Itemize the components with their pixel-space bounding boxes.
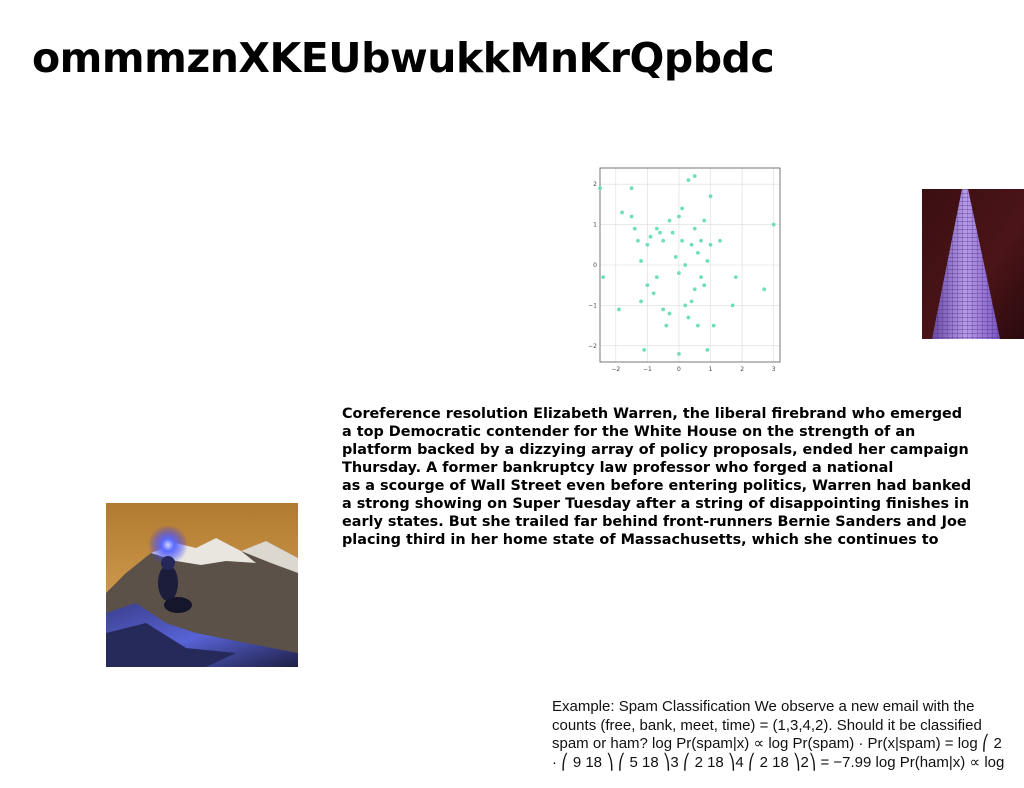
scatter-point: [629, 186, 634, 191]
scatter-point: [667, 311, 672, 316]
scatter-point: [670, 230, 675, 235]
scatter-point: [654, 275, 659, 280]
scatter-point: [686, 315, 691, 320]
scatter-point: [598, 186, 602, 191]
scatter-ytick-label: −1: [588, 302, 597, 309]
scatter-points: [598, 174, 776, 356]
scatter-point: [705, 347, 710, 352]
scatter-point: [689, 299, 694, 304]
scatter-point: [648, 234, 653, 239]
article-line: as a scourge of Wall Street even before …: [342, 478, 972, 494]
scatter-grid: [600, 168, 780, 362]
scatter-point: [677, 214, 681, 219]
scatter-point: [654, 226, 659, 231]
scatter-point: [639, 299, 643, 304]
scatter-point: [635, 238, 640, 243]
scatter-point: [730, 303, 735, 308]
scatter-point: [680, 238, 685, 243]
scatter-point: [680, 206, 685, 211]
article-text: Coreference resolution Elizabeth Warren,…: [342, 405, 992, 549]
scatter-point: [642, 347, 647, 352]
scatter-point: [692, 287, 697, 292]
scatter-point: [692, 174, 697, 178]
scatter-tick-labels: −2 −1 0 1 2 3 2 1 0 −1 −2: [588, 181, 776, 373]
scatter-point: [651, 291, 656, 296]
scatter-point: [661, 238, 666, 243]
scatter-frame: [599, 167, 781, 363]
article-line: Coreference resolution Elizabeth Warren,…: [342, 406, 963, 422]
tower-photo: [922, 189, 1024, 339]
scatter-point: [632, 226, 637, 231]
scatter-xtick-label: 2: [740, 366, 744, 373]
scatter-point: [718, 238, 722, 243]
scatter-point: [699, 238, 703, 243]
scatter-point: [677, 352, 681, 356]
scatter-point: [702, 218, 707, 223]
mountain-hiker-photo: [106, 503, 298, 667]
scatter-point: [733, 275, 738, 280]
article-line: a top Democratic contender for the White…: [342, 424, 916, 440]
scatter-ytick-label: 2: [593, 181, 597, 188]
scatter-point: [658, 230, 662, 235]
scatter-point: [664, 323, 669, 328]
page-title: ommmznXKEUbwukkMnKrQpbdc: [32, 34, 775, 82]
scatter-point: [762, 287, 767, 292]
scatter-point: [699, 275, 703, 280]
scatter-point: [689, 242, 694, 247]
scatter-point: [771, 222, 776, 227]
scatter-point: [695, 323, 700, 328]
example-line: spam or ham? log Pr(spam|x) ∝ log Pr(spa…: [552, 735, 1002, 752]
scatter-point: [692, 226, 697, 231]
spam-example-text: Example: Spam Classification We observe …: [552, 698, 1024, 772]
scatter-point: [683, 263, 688, 267]
scatter-point: [639, 259, 643, 263]
scatter-xtick-label: −2: [611, 366, 620, 373]
scatter-xtick-label: 1: [709, 366, 713, 373]
scatter-point: [620, 210, 625, 215]
scatter-point: [695, 250, 700, 255]
example-line: · ⎛ 9 18 ⎞ ⎛ 5 18 ⎞3 ⎛ 2 18 ⎞4 ⎛ 2 18 ⎞2…: [552, 753, 1005, 771]
scatter-point: [667, 218, 672, 223]
scatter-point: [601, 275, 606, 280]
scatter-xtick-label: 3: [772, 366, 776, 373]
scatter-ytick-label: 1: [593, 222, 597, 229]
scatter-point: [617, 307, 621, 312]
scatter-point: [661, 307, 666, 312]
scatter-xtick-label: −1: [643, 366, 652, 373]
scatter-point: [686, 178, 691, 183]
scatter-point: [708, 194, 713, 199]
scatter-ytick-label: −2: [588, 343, 597, 350]
scatter-plot-image: −2 −1 0 1 2 3 2 1 0 −1 −2: [588, 167, 781, 373]
article-line: placing third in her home state of Massa…: [342, 532, 939, 548]
scatter-point: [629, 214, 634, 219]
scatter-point: [673, 255, 678, 259]
scatter-point: [711, 323, 716, 328]
example-line: Example: Spam Classification We observe …: [552, 698, 975, 715]
scatter-point: [705, 259, 710, 263]
example-line: counts (free, bank, meet, time) = (1,3,4…: [552, 716, 982, 734]
scatter-point: [702, 283, 707, 288]
scatter-point: [677, 271, 681, 275]
article-line: Thursday. A former bankruptcy law profes…: [342, 460, 894, 476]
article-line: early states. But she trailed far behind…: [342, 514, 967, 530]
scatter-point: [645, 242, 650, 247]
scatter-ytick-label: 0: [593, 262, 597, 269]
scatter-point: [683, 303, 688, 308]
article-line: a strong showing on Super Tuesday after …: [342, 496, 970, 512]
scatter-point: [708, 242, 713, 247]
article-line: platform backed by a dizzying array of p…: [342, 442, 969, 458]
scatter-xtick-label: 0: [677, 366, 681, 373]
scatter-point: [645, 283, 650, 288]
